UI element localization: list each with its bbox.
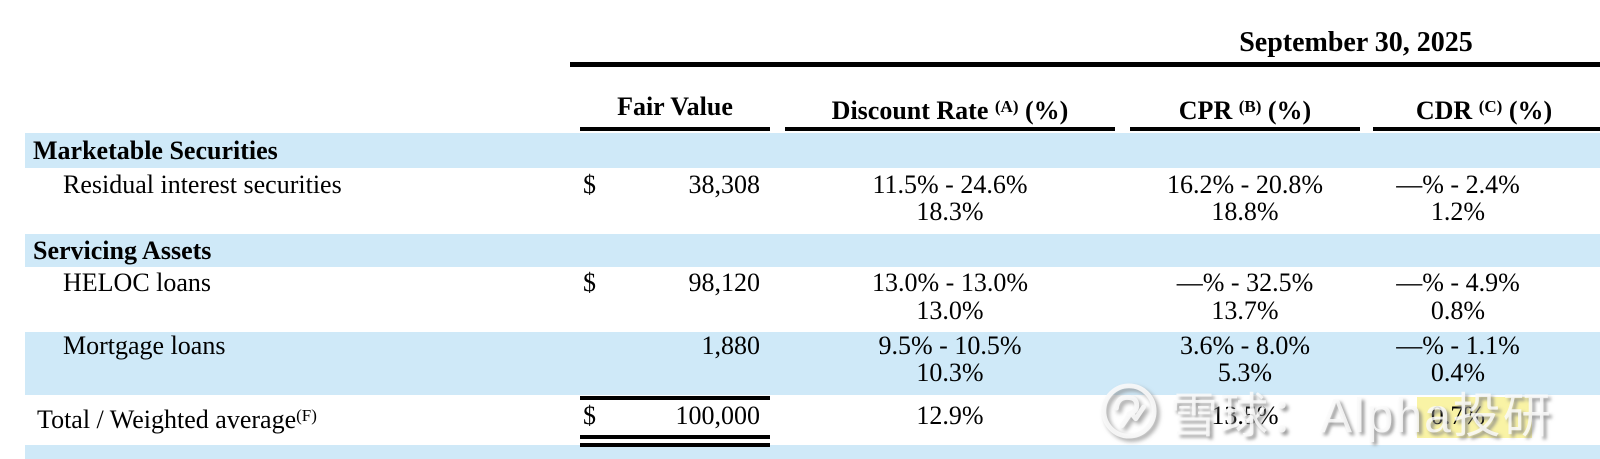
currency-sign-total: $ <box>583 401 596 430</box>
total-top-rule <box>580 396 770 400</box>
cdr-wavg-total: 0.7% <box>1430 401 1486 430</box>
cdr-range-heloc: —% - 4.9% <box>1396 268 1520 297</box>
row-label-mortgage-loans: Mortgage loans <box>63 331 226 360</box>
discount-rate-range-residual: 11.5% - 24.6% <box>872 170 1028 199</box>
cpr-wavg-residual: 18.8% <box>1211 197 1279 226</box>
total-double-rule-top <box>580 435 770 439</box>
footnote-ref-c: (C) <box>1478 97 1503 116</box>
currency-sign-heloc: $ <box>583 268 596 297</box>
column-header-fair-value: Fair Value <box>580 93 770 121</box>
row-label-total-weighted-average: Total / Weighted average(F) <box>37 402 317 434</box>
cdr-total-highlight <box>1417 397 1532 438</box>
discount-rate-wavg-heloc: 13.0% <box>916 296 984 325</box>
cpr-range-heloc: —% - 32.5% <box>1176 268 1314 297</box>
underline-cpr <box>1130 127 1360 131</box>
column-header-discount-rate-label: Discount Rate <box>831 96 989 125</box>
footnote-ref-f: (F) <box>296 406 317 425</box>
discount-rate-range-mortgage: 9.5% - 10.5% <box>878 331 1022 360</box>
column-header-cpr-unit: (%) <box>1267 96 1312 125</box>
underline-fair-value <box>580 127 770 131</box>
cpr-range-residual: 16.2% - 20.8% <box>1167 170 1323 199</box>
discount-rate-wavg-residual: 18.3% <box>916 197 984 226</box>
cpr-wavg-mortgage: 5.3% <box>1217 358 1273 387</box>
currency-sign-residual: $ <box>583 170 596 199</box>
discount-rate-wavg-mortgage: 10.3% <box>916 358 984 387</box>
row-label-heloc-loans: HELOC loans <box>63 268 212 297</box>
section-row-servicing-assets: Servicing Assets <box>33 236 212 265</box>
row-band-servicing <box>25 234 1600 267</box>
cdr-range-mortgage: —% - 1.1% <box>1396 331 1520 360</box>
cpr-wavg-total: 13.5% <box>1211 401 1279 430</box>
discount-rate-range-heloc: 13.0% - 13.0% <box>872 268 1028 297</box>
underline-cdr <box>1373 127 1600 131</box>
cpr-wavg-heloc: 13.7% <box>1211 296 1279 325</box>
discount-rate-wavg-total: 12.9% <box>916 401 984 430</box>
column-header-cpr: CPR (B) (%) <box>1130 93 1360 125</box>
column-header-fair-value-label: Fair Value <box>617 92 733 121</box>
total-label-text: Total / Weighted average <box>37 405 297 434</box>
footnote-ref-a: (A) <box>994 97 1019 116</box>
date-header: September 30, 2025 <box>1239 27 1473 58</box>
section-row-marketable-securities: Marketable Securities <box>33 136 278 165</box>
cdr-range-residual: —% - 2.4% <box>1396 170 1520 199</box>
row-label-residual-interest-securities: Residual interest securities <box>63 170 342 199</box>
underline-discount-rate <box>785 127 1115 131</box>
column-header-cpr-label: CPR <box>1178 96 1233 125</box>
fair-value-residual: 38,308 <box>688 170 761 199</box>
column-header-discount-rate: Discount Rate (A) (%) <box>785 93 1115 125</box>
cdr-wavg-heloc: 0.8% <box>1430 296 1486 325</box>
column-header-cdr-label: CDR <box>1415 96 1473 125</box>
row-band-marketable <box>25 133 1600 168</box>
column-header-cdr: CDR (C) (%) <box>1370 93 1598 125</box>
fair-value-mortgage: 1,880 <box>701 331 761 360</box>
total-double-rule-bottom <box>580 443 770 447</box>
date-header-rule <box>570 62 1600 67</box>
fair-value-total: 100,000 <box>675 401 761 430</box>
row-band-mortgage <box>25 332 1600 395</box>
cdr-wavg-residual: 1.2% <box>1430 197 1486 226</box>
cdr-wavg-mortgage: 0.4% <box>1430 358 1486 387</box>
row-band-bottom <box>25 445 1600 459</box>
footnote-ref-b: (B) <box>1238 97 1262 116</box>
column-header-cdr-unit: (%) <box>1508 96 1553 125</box>
cpr-range-mortgage: 3.6% - 8.0% <box>1180 331 1310 360</box>
fair-value-heloc: 98,120 <box>688 268 761 297</box>
column-header-discount-rate-unit: (%) <box>1025 96 1069 125</box>
